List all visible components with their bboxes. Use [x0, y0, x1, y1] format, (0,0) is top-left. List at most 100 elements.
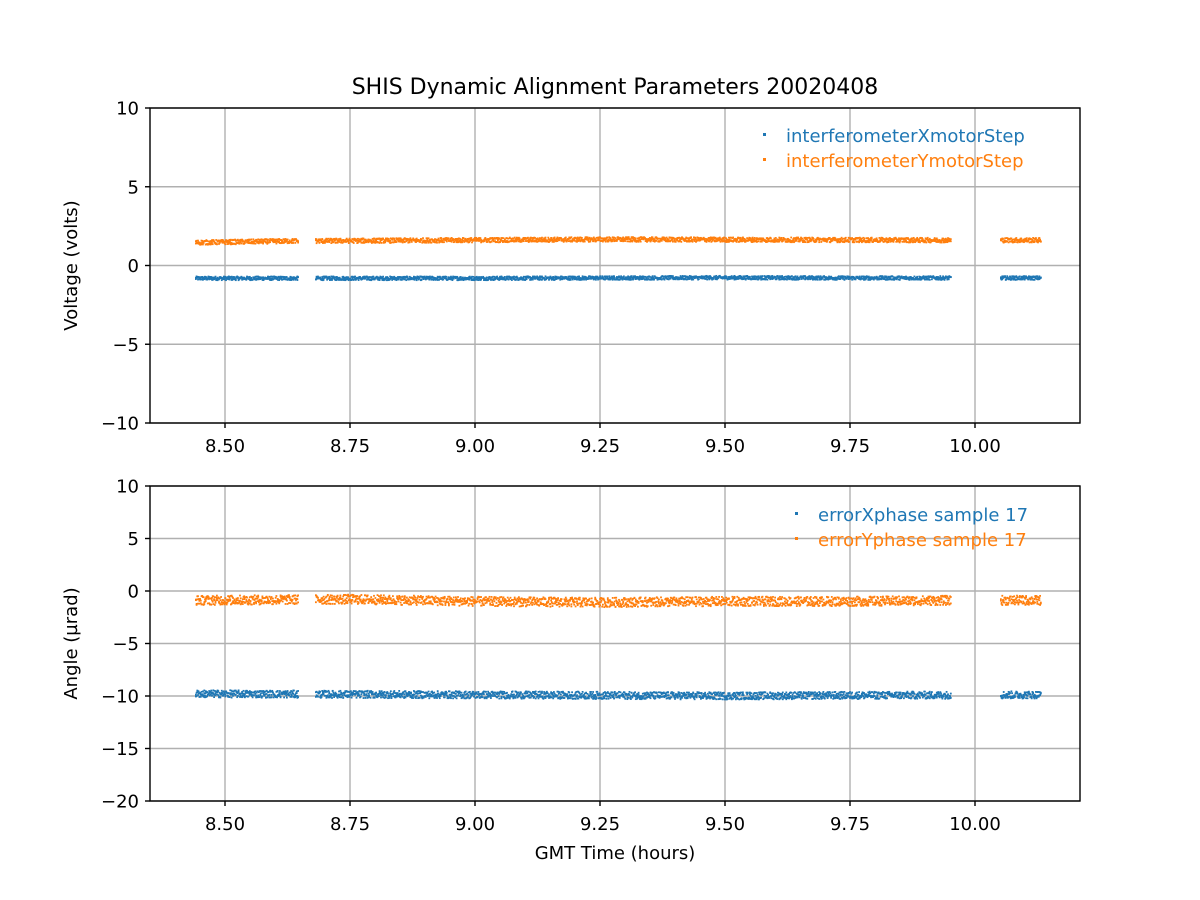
- bottom-data-point: [250, 693, 253, 696]
- bottom-data-point: [244, 693, 246, 696]
- top-data-point: [905, 239, 907, 242]
- top-data-point: [244, 242, 246, 244]
- top-data-point: [225, 241, 228, 243]
- top-data-point: [625, 236, 628, 239]
- top-data-point: [724, 277, 727, 280]
- top-data-point: [823, 275, 825, 277]
- top-data-point: [627, 277, 630, 280]
- top-data-point: [791, 275, 793, 278]
- top-data-point: [690, 275, 692, 278]
- top-data-point: [926, 236, 929, 239]
- top-data-point: [278, 240, 281, 243]
- top-data-point: [281, 240, 284, 243]
- top-data-point: [825, 238, 828, 241]
- top-data-point: [853, 241, 856, 244]
- top-data-point: [349, 277, 352, 280]
- top-data-point: [525, 240, 528, 243]
- top-data-point: [406, 276, 409, 279]
- top-data-point: [837, 277, 839, 280]
- top-data-point: [800, 278, 803, 280]
- top-data-point: [459, 276, 462, 278]
- bottom-data-point: [254, 693, 257, 695]
- top-data-point: [209, 242, 211, 245]
- top-data-point: [714, 275, 716, 278]
- bottom-data-point: [248, 692, 250, 695]
- top-data-point: [214, 242, 217, 244]
- top-data-point: [225, 279, 227, 282]
- top-data-point: [1012, 278, 1015, 281]
- top-data-point: [660, 237, 662, 240]
- top-data-point: [527, 236, 529, 239]
- top-data-point: [935, 241, 938, 243]
- top-data-point: [361, 238, 363, 241]
- top-data-point: [558, 239, 561, 242]
- top-data-point: [921, 238, 924, 241]
- top-data-point: [631, 240, 634, 243]
- top-data-point: [919, 277, 921, 280]
- bottom-data-point: [266, 696, 269, 699]
- bottom-data-point: [357, 692, 360, 695]
- top-data-point: [946, 241, 949, 244]
- top-data-point: [347, 240, 349, 243]
- top-data-point: [709, 275, 712, 278]
- top-data-point: [228, 240, 231, 243]
- top-data-point: [897, 238, 900, 241]
- bottom-data-point: [294, 693, 297, 696]
- top-data-point: [515, 278, 517, 281]
- top-data-point: [1003, 239, 1006, 242]
- top-data-point: [373, 240, 376, 243]
- top-data-point: [492, 275, 494, 278]
- top-data-point: [868, 238, 870, 240]
- top-data-point: [413, 276, 415, 279]
- top-data-point: [870, 278, 873, 280]
- top-data-point: [532, 238, 534, 241]
- top-data-point: [519, 239, 522, 242]
- top-data-point: [493, 275, 496, 278]
- top-data-point: [615, 278, 618, 281]
- top-data-point: [230, 276, 232, 279]
- top-data-point: [665, 240, 668, 243]
- top-data-point: [559, 278, 562, 281]
- top-data-point: [711, 236, 713, 239]
- top-data-point: [536, 237, 539, 240]
- top-data-point: [708, 277, 711, 280]
- bottom-data-point: [297, 696, 299, 699]
- top-data-point: [448, 278, 451, 281]
- bottom-data-point: [216, 693, 218, 696]
- top-data-point: [760, 278, 762, 281]
- top-data-point: [818, 239, 821, 242]
- top-data-point: [195, 242, 197, 245]
- bottom-data-point: [279, 693, 281, 696]
- top-data-point: [539, 278, 541, 281]
- bottom-data-point: [213, 690, 216, 692]
- bottom-data-point: [203, 689, 206, 692]
- bottom-data-point: [276, 696, 278, 699]
- top-data-point: [925, 241, 928, 244]
- top-data-point: [318, 242, 321, 244]
- top-data-point: [1035, 239, 1038, 241]
- top-data-point: [377, 241, 380, 244]
- top-data-point: [371, 237, 374, 240]
- top-data-point: [617, 236, 620, 239]
- top-data-point: [655, 276, 658, 279]
- top-data-point: [648, 237, 651, 239]
- bottom-data-point: [234, 689, 237, 692]
- top-data-point: [781, 238, 784, 241]
- top-data-point: [863, 237, 866, 240]
- top-data-point: [773, 237, 776, 240]
- top-data-point: [499, 275, 501, 278]
- top-data-point: [262, 241, 264, 243]
- bottom-data-point: [276, 690, 279, 692]
- top-data-point: [315, 242, 318, 245]
- top-data-point: [920, 278, 923, 281]
- top-data-point: [445, 237, 447, 239]
- top-data-point: [914, 240, 917, 243]
- bottom-data-point: [354, 693, 356, 696]
- top-data-point: [860, 239, 863, 242]
- top-data-point: [522, 240, 525, 243]
- top-data-point: [585, 277, 588, 280]
- top-data-point: [457, 240, 460, 243]
- top-data-point: [205, 239, 208, 241]
- top-data-point: [1023, 275, 1025, 278]
- top-data-point: [334, 239, 337, 241]
